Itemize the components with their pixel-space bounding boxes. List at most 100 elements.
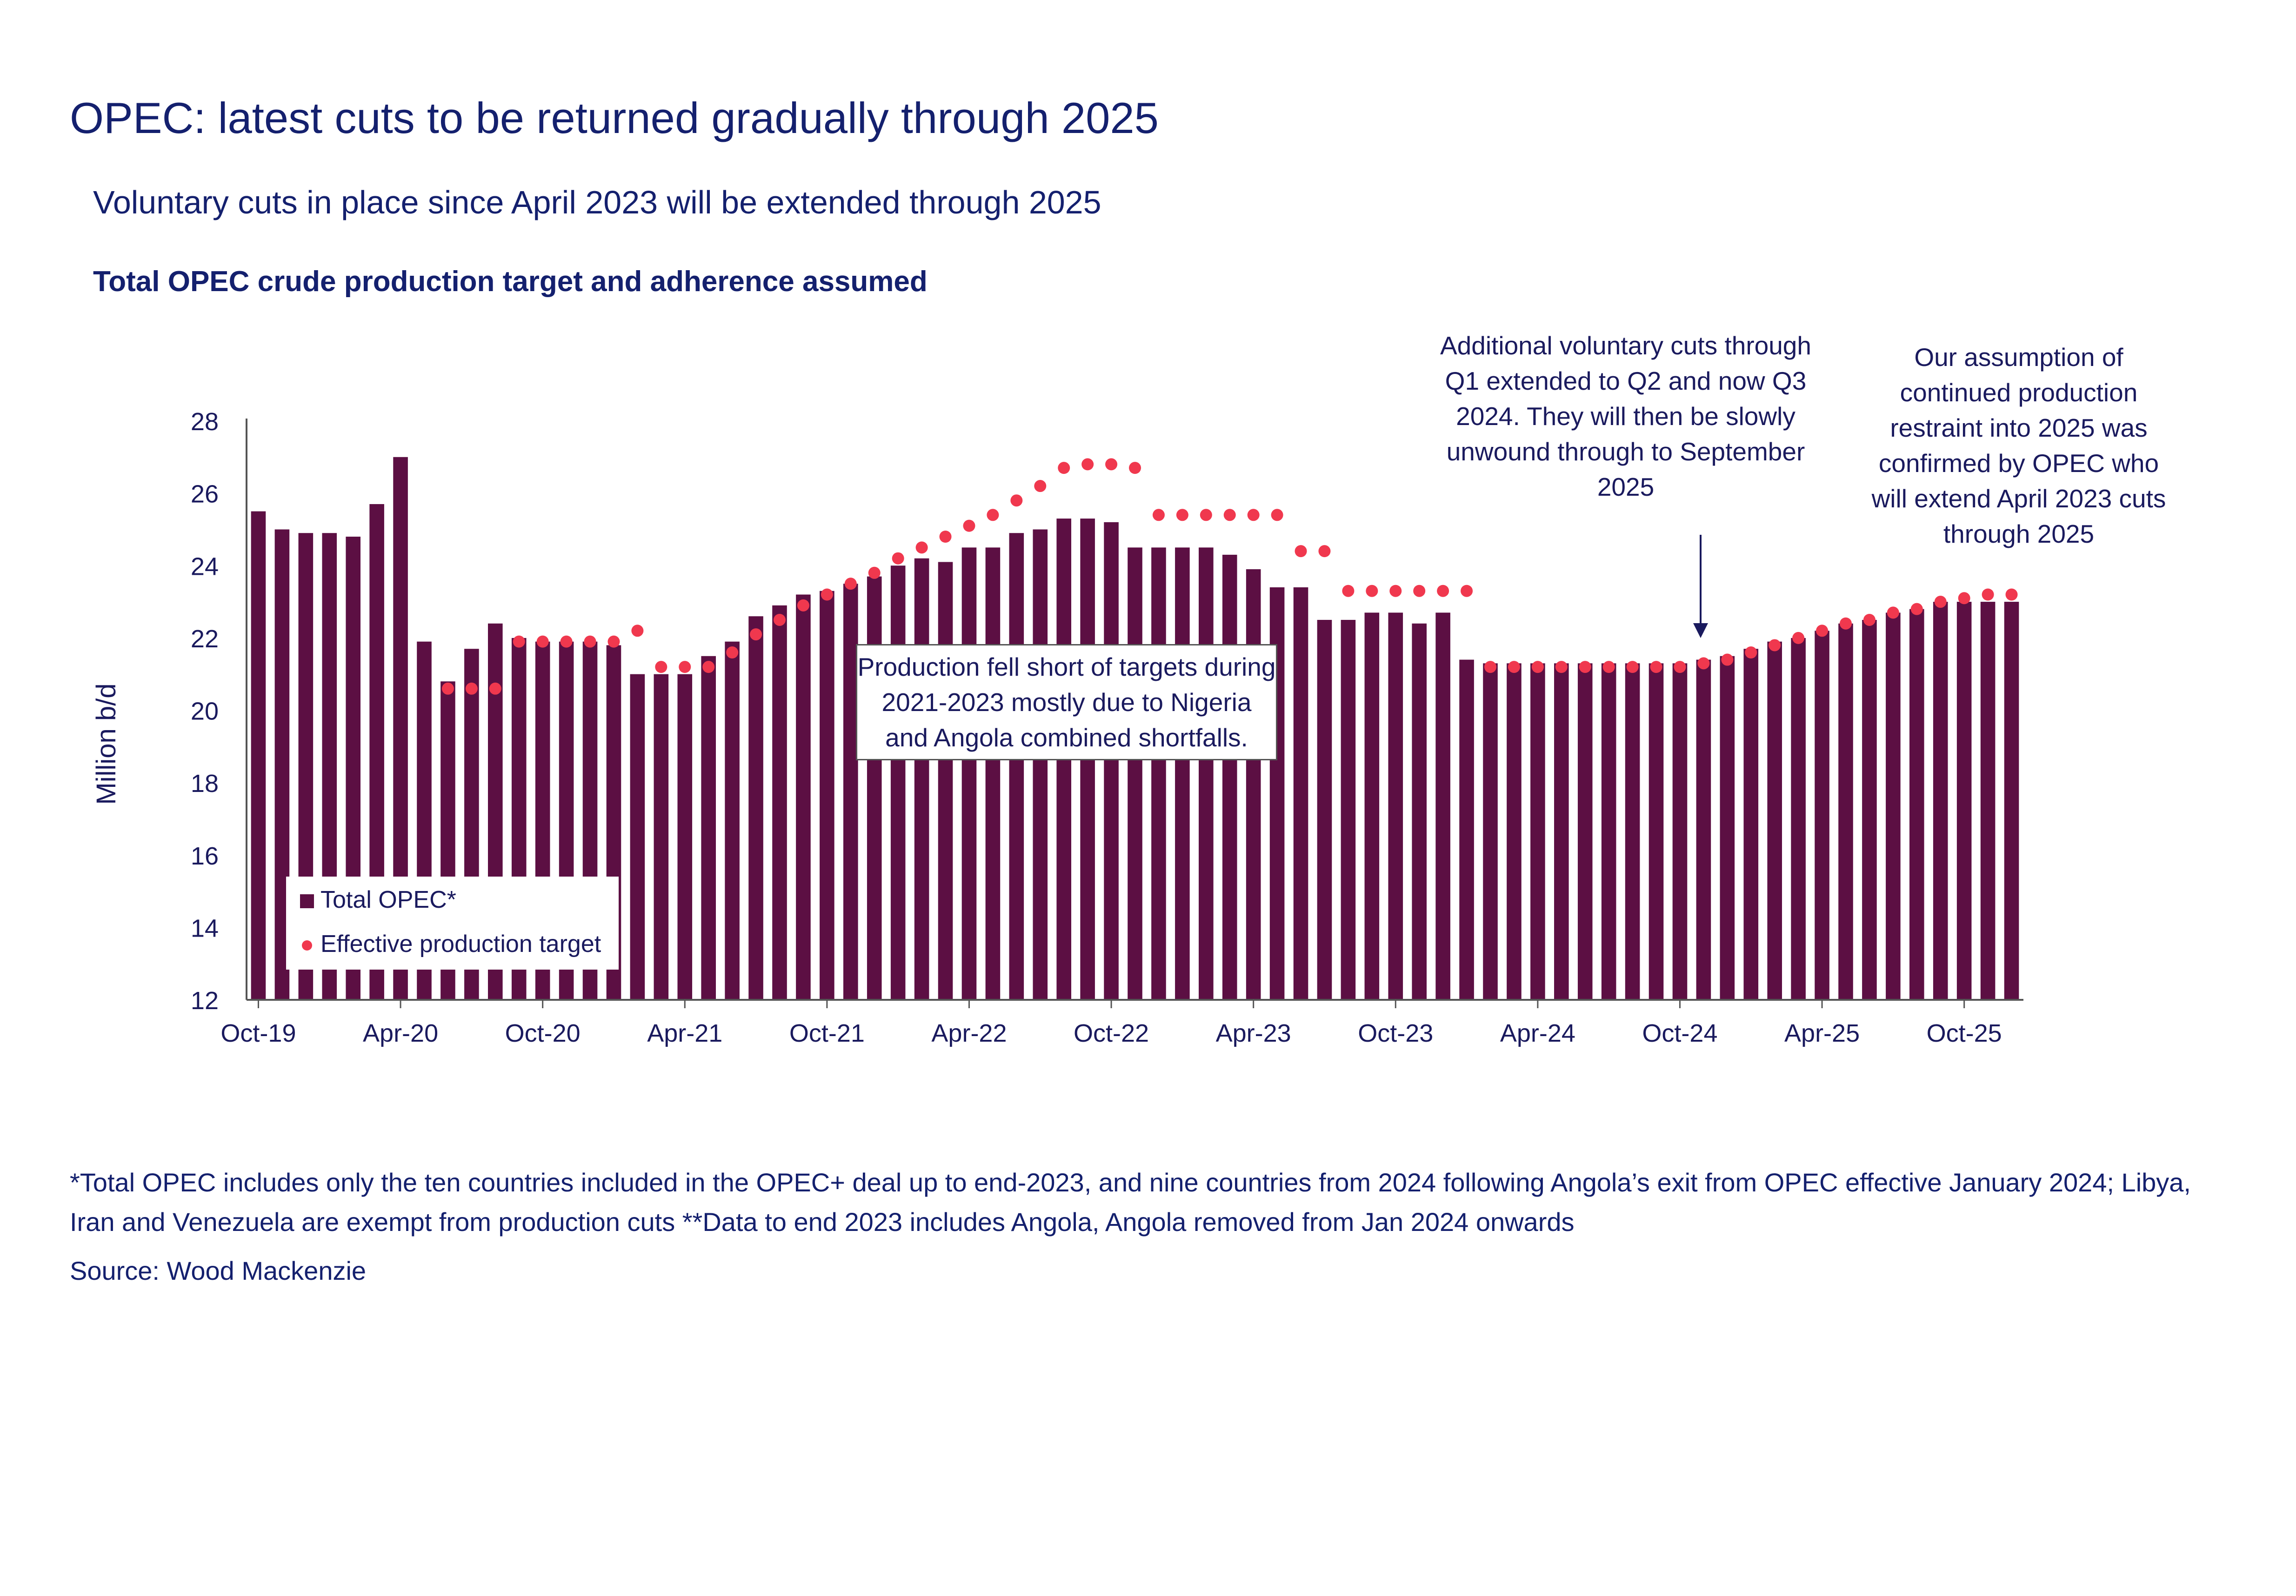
y-tick-label: 16 (191, 842, 219, 870)
target-dot (1223, 509, 1236, 521)
target-dot (1129, 462, 1141, 474)
legend-label-target: Effective production target (320, 931, 601, 958)
y-tick-label: 26 (191, 480, 219, 508)
x-tick-label: Apr-23 (1216, 1019, 1291, 1047)
bar-total-opec (1838, 623, 1853, 1000)
assumption-annotation: Our assumption of continued production r… (1871, 343, 2166, 548)
bar-total-opec (1009, 533, 1024, 1000)
bar-total-opec (1341, 619, 1356, 1000)
bar-total-opec (914, 558, 929, 1000)
target-dot (963, 519, 975, 532)
target-dot (1555, 661, 1568, 673)
x-tick-label: Oct-25 (1927, 1019, 2002, 1047)
bar-total-opec (1435, 612, 1450, 1000)
bar-total-opec (796, 594, 811, 1000)
target-dot (465, 682, 478, 695)
bar-total-opec (1151, 547, 1166, 1000)
y-axis-label: Million b/d (91, 683, 121, 805)
legend-item-total-opec: Total OPEC* (300, 886, 456, 914)
target-dot (536, 635, 549, 648)
y-tick-label: 18 (191, 770, 219, 798)
bar-total-opec (630, 674, 645, 1000)
bar-total-opec (1625, 663, 1640, 1000)
bar-total-opec (1720, 656, 1735, 1000)
bar-total-opec (1933, 602, 1948, 1000)
target-dot (1674, 661, 1686, 673)
bar-total-opec (985, 547, 1001, 1000)
target-dot (1626, 661, 1639, 673)
y-tick-label: 22 (191, 625, 219, 653)
annotation-arrowhead (1693, 623, 1708, 638)
target-dot (987, 509, 999, 521)
chart-legend: Total OPEC* Effective production target (286, 877, 619, 970)
bar-swatch-icon (300, 894, 314, 909)
target-dot (1413, 585, 1426, 597)
target-dot (939, 531, 952, 543)
bar-total-opec (1649, 663, 1664, 1000)
target-dot (584, 635, 596, 648)
bar-total-opec (1956, 602, 1972, 1000)
bar-total-opec (1601, 663, 1616, 1000)
chart-heading: Total OPEC crude production target and a… (93, 266, 928, 298)
x-tick-label: Oct-24 (1642, 1019, 1717, 1047)
target-dot (513, 635, 525, 648)
y-tick-label: 28 (191, 408, 219, 436)
target-dot (1840, 617, 1852, 630)
shortfall-annotation: Production fell short of targets during … (856, 644, 1277, 760)
bar-total-opec (1412, 623, 1427, 1000)
target-dot (1081, 458, 1094, 471)
target-dot (1650, 661, 1662, 673)
bar-total-opec (1980, 602, 1996, 1000)
bar-total-opec (820, 591, 834, 1000)
target-dot (1745, 646, 1757, 658)
axes: Oct-19 Apr-20 Oct-20 Apr-21 Oct-21 Apr-22 Oct-… (220, 419, 2023, 1047)
target-dot (1200, 509, 1212, 521)
bar-total-opec (748, 616, 763, 1000)
bar-total-opec (843, 584, 858, 1000)
x-tick-label: Oct-19 (220, 1019, 296, 1047)
bar-total-opec (1199, 547, 1214, 1000)
bar-total-opec (1862, 619, 1877, 1000)
target-dot (1247, 509, 1260, 521)
target-dot (1389, 585, 1402, 597)
x-tick-label: Oct-21 (789, 1019, 865, 1047)
x-tick-label: Oct-23 (1358, 1019, 1433, 1047)
bar-total-opec (1530, 663, 1545, 1000)
target-dot (702, 661, 715, 673)
target-dot (797, 599, 809, 612)
target-dot (1058, 462, 1070, 474)
bar-total-opec (1222, 554, 1237, 1000)
legend-item-target: Effective production target (300, 930, 601, 958)
target-dot (1437, 585, 1449, 597)
x-tick-label: Apr-25 (1784, 1019, 1860, 1047)
bar-total-opec (251, 511, 266, 1000)
target-dot (1910, 603, 1923, 615)
bar-total-opec (2004, 602, 2019, 1000)
x-tick-label: Oct-22 (1074, 1019, 1149, 1047)
bar-total-opec (1554, 663, 1569, 1000)
target-dot (1721, 653, 1734, 666)
target-dot (1484, 661, 1496, 673)
target-dot (1792, 632, 1805, 644)
y-axis-ticks: 12 14 16 18 20 22 24 26 28 (191, 408, 219, 1015)
legend-label-total-opec: Total OPEC* (320, 886, 456, 913)
bar-total-opec (1815, 631, 1829, 1000)
x-tick-label: Oct-20 (505, 1019, 581, 1047)
target-dot (1887, 606, 1899, 619)
bar-total-opec (961, 547, 977, 1000)
bar-total-opec (1293, 587, 1308, 1000)
voluntary-cuts-annotation: Additional voluntary cuts through Q1 ext… (1440, 331, 1811, 501)
bar-total-opec (1672, 663, 1688, 1000)
bar-total-opec (677, 674, 693, 1000)
footnote: *Total OPEC includes only the ten countr… (70, 1168, 2191, 1237)
x-tick-label: Apr-20 (363, 1019, 438, 1047)
bar-total-opec (1246, 569, 1261, 1000)
target-dot (1010, 494, 1023, 507)
target-dot (1176, 509, 1188, 521)
bar-total-opec (772, 605, 787, 1000)
target-dot (1342, 585, 1355, 597)
target-dot (1295, 545, 1307, 558)
target-dot (1579, 661, 1591, 673)
dot-marker-icon (302, 940, 312, 951)
bar-total-opec (701, 656, 716, 1000)
